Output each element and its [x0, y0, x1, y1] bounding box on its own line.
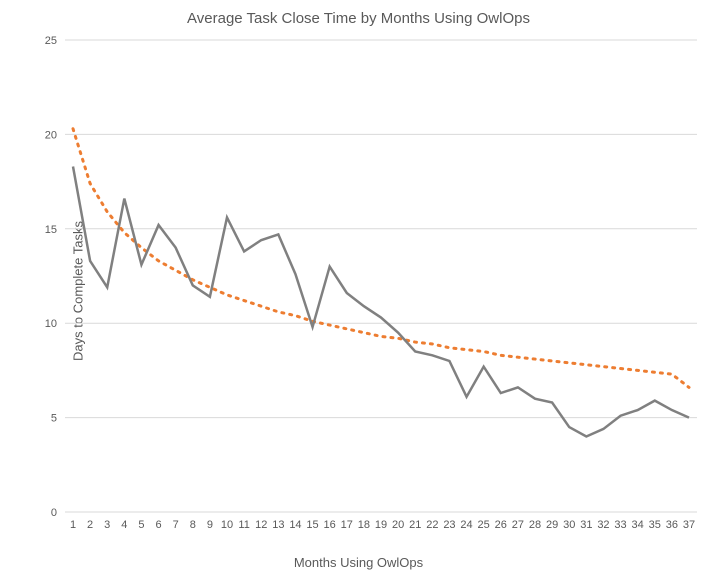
x-tick-label: 4	[121, 519, 127, 531]
x-tick-label: 30	[563, 519, 575, 531]
y-tick-label: 0	[51, 507, 57, 519]
chart-svg: 0510152025123456789101112131415161718192…	[65, 40, 697, 512]
trend-line	[73, 129, 689, 388]
x-tick-label: 2	[87, 519, 93, 531]
x-tick-label: 20	[392, 519, 404, 531]
y-tick-label: 5	[51, 413, 57, 425]
x-tick-label: 32	[597, 519, 609, 531]
x-tick-label: 24	[460, 519, 472, 531]
x-tick-label: 22	[426, 519, 438, 531]
chart-title: Average Task Close Time by Months Using …	[0, 10, 717, 27]
x-tick-label: 18	[358, 519, 370, 531]
y-tick-label: 20	[45, 129, 57, 141]
x-tick-label: 1	[70, 519, 76, 531]
data-line	[73, 167, 689, 437]
x-tick-label: 21	[409, 519, 421, 531]
x-tick-label: 9	[207, 519, 213, 531]
x-tick-label: 7	[173, 519, 179, 531]
x-tick-label: 10	[221, 519, 233, 531]
x-tick-label: 31	[580, 519, 592, 531]
x-tick-label: 14	[289, 519, 301, 531]
x-tick-label: 3	[104, 519, 110, 531]
x-tick-label: 27	[512, 519, 524, 531]
y-tick-label: 15	[45, 224, 57, 236]
x-tick-label: 28	[529, 519, 541, 531]
x-tick-label: 6	[155, 519, 161, 531]
x-tick-label: 25	[478, 519, 490, 531]
x-tick-label: 29	[546, 519, 558, 531]
x-tick-label: 19	[375, 519, 387, 531]
x-tick-label: 26	[495, 519, 507, 531]
x-tick-label: 33	[614, 519, 626, 531]
x-axis-label: Months Using OwlOps	[0, 555, 717, 570]
y-tick-label: 25	[45, 35, 57, 47]
y-tick-label: 10	[45, 318, 57, 330]
x-tick-label: 15	[306, 519, 318, 531]
x-tick-label: 11	[238, 519, 249, 531]
x-tick-label: 13	[272, 519, 284, 531]
x-tick-label: 17	[341, 519, 353, 531]
x-tick-label: 16	[324, 519, 336, 531]
x-tick-label: 37	[683, 519, 695, 531]
x-tick-label: 8	[190, 519, 196, 531]
x-tick-label: 35	[649, 519, 661, 531]
x-tick-label: 23	[443, 519, 455, 531]
x-tick-label: 5	[138, 519, 144, 531]
chart-container: Average Task Close Time by Months Using …	[0, 0, 717, 582]
x-tick-label: 34	[632, 519, 644, 531]
x-tick-label: 36	[666, 519, 678, 531]
plot-area: 0510152025123456789101112131415161718192…	[65, 40, 697, 512]
x-tick-label: 12	[255, 519, 267, 531]
